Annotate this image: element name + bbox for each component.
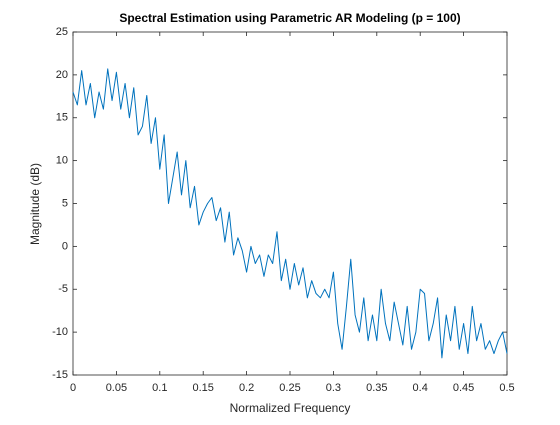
x-tick-label: 0.15	[192, 382, 213, 394]
y-tick-label: 20	[56, 69, 68, 81]
y-tick-label: 0	[62, 240, 68, 252]
x-tick-label: 0.4	[413, 382, 428, 394]
y-axis-label: Magnitude (dB)	[28, 163, 42, 245]
y-tick-label: -5	[58, 283, 68, 295]
x-tick-label: 0.1	[152, 382, 167, 394]
line-series	[72, 68, 508, 359]
y-tick-label: 25	[56, 26, 68, 38]
x-axis-label: Normalized Frequency	[230, 401, 351, 415]
x-tick-label: 0.5	[499, 382, 514, 394]
y-tick-label: -15	[52, 369, 68, 381]
chart-title: Spectral Estimation using Parametric AR …	[119, 11, 460, 25]
y-tick-label: -10	[52, 326, 68, 338]
y-tick-label: 15	[56, 112, 68, 124]
x-tick-label: 0.45	[453, 382, 474, 394]
x-tick-label: 0.05	[106, 382, 127, 394]
y-tick-label: 10	[56, 155, 68, 167]
x-tick-label: 0	[70, 382, 76, 394]
x-tick-label: 0.3	[326, 382, 341, 394]
x-tick-label: 0.25	[279, 382, 300, 394]
y-tick-label: 5	[62, 197, 68, 209]
x-tick-label: 0.35	[366, 382, 387, 394]
plot-area: 0 0.05 0.1 0.15 0.2 0.25 0.3 0.35 0.4 0.45 0.5 -15 -…	[52, 26, 515, 394]
x-tick-label: 0.2	[239, 382, 254, 394]
